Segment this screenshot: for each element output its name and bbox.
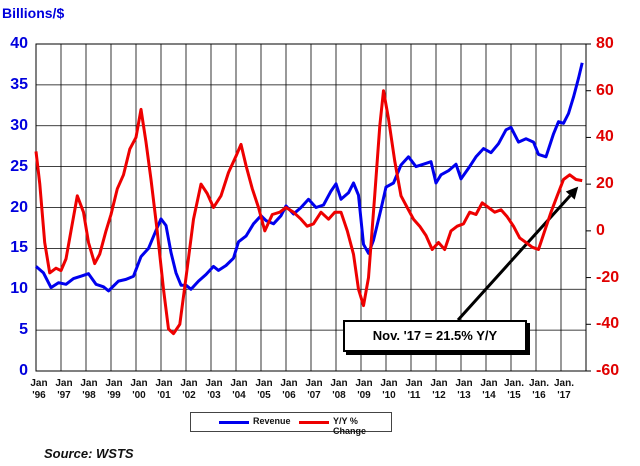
x-tick-label: Jan '11 <box>405 378 423 401</box>
x-tick-label: Jan '01 <box>155 378 173 401</box>
annotation-arrow <box>456 194 572 322</box>
y-axis-units-label: Billions/$ <box>2 5 65 21</box>
y-left-tick-label: 0 <box>19 362 28 379</box>
source-note: Source: WSTS <box>44 446 134 461</box>
annotation-arrow-head <box>565 186 579 200</box>
y-left-tick-label: 10 <box>10 280 28 298</box>
x-tick-label: Jan '09 <box>355 378 373 401</box>
x-tick-label: Jan '14 <box>480 378 498 401</box>
y-left-tick-label: 35 <box>10 75 28 93</box>
x-tick-label: Jan '04 <box>230 378 248 401</box>
x-tick-label: Jan '08 <box>330 378 348 401</box>
y-left-tick-label: 5 <box>19 321 28 339</box>
x-tick-label: Jan '96 <box>30 378 48 401</box>
y-right-tick-label: -20 <box>596 268 620 286</box>
y-right-tick-label: 80 <box>596 35 614 52</box>
y-right-tick-label: 0 <box>596 221 605 239</box>
legend-swatch-yy-change <box>299 421 329 424</box>
gridlines <box>36 43 586 372</box>
x-tick-label: Jan '06 <box>280 378 298 401</box>
legend: Revenue Y/Y % Change <box>190 412 392 436</box>
x-tick-label: Jan '05 <box>255 378 273 401</box>
x-tick-label: Jan '97 <box>55 378 73 401</box>
x-tick-label: Jan '98 <box>80 378 98 401</box>
series-line-yy-change <box>34 89 583 336</box>
series-line-revenue <box>35 62 584 293</box>
x-tick-label: Jan '02 <box>180 378 198 401</box>
x-tick-label: Jan '10 <box>380 378 398 401</box>
annotation-callout: Nov. '17 = 21.5% Y/Y <box>343 320 527 352</box>
plot-frame <box>35 43 587 372</box>
y-left-tick-label: 40 <box>10 35 28 52</box>
y-left-tick-label: 20 <box>10 198 28 216</box>
x-tick-label: Jan. '15 <box>503 378 524 401</box>
x-tick-label: Jan '12 <box>430 378 448 401</box>
y-right-tick-label: -40 <box>596 315 620 333</box>
y-right-tick-label: -60 <box>596 362 620 379</box>
y-left-tick-label: 30 <box>10 116 28 134</box>
axis-tick-marks <box>586 43 591 372</box>
x-tick-label: Jan '07 <box>305 378 323 401</box>
legend-label-revenue: Revenue <box>253 416 291 426</box>
x-tick-label: Jan '03 <box>205 378 223 401</box>
y-right-tick-label: 60 <box>596 81 614 99</box>
legend-label-yy-change: Y/Y % Change <box>333 416 367 436</box>
y-right-tick-label: 40 <box>596 128 614 146</box>
x-tick-label: Jan '00 <box>130 378 148 401</box>
x-tick-label: Jan. '17 <box>553 378 574 401</box>
x-tick-label: Jan '13 <box>455 378 473 401</box>
y-right-tick-label: 20 <box>596 175 614 193</box>
legend-swatch-revenue <box>219 421 249 424</box>
x-tick-label: Jan. '16 <box>528 378 549 401</box>
y-left-tick-label: 15 <box>10 239 28 257</box>
x-tick-label: Jan '99 <box>105 378 123 401</box>
y-left-tick-label: 25 <box>10 157 28 175</box>
